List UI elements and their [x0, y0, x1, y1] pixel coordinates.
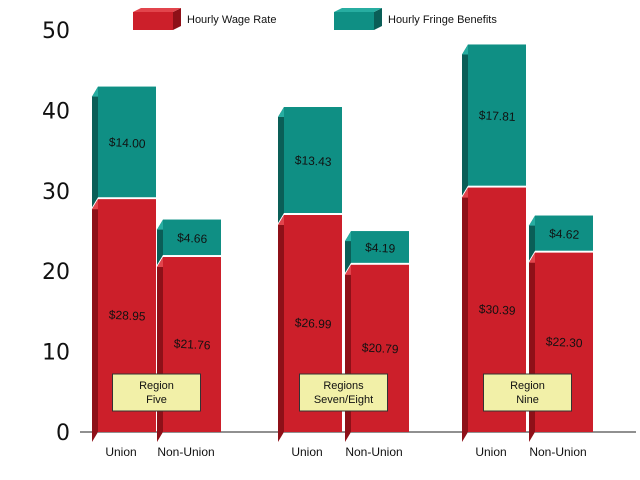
category-label: Non-Union: [157, 445, 214, 459]
y-axis: 0 10 20 30 40 50: [42, 19, 636, 446]
bar-fringe: [157, 219, 221, 266]
bar-wage-side: [92, 199, 98, 442]
region-label-box: [483, 373, 572, 412]
bar-fringe-front: [468, 44, 526, 186]
bar-fringe: [278, 107, 342, 224]
bar-fringe-side: [345, 231, 351, 273]
category-label: Union: [291, 445, 322, 459]
y-tick-label: 40: [42, 99, 70, 124]
bar-fringe-side: [462, 44, 468, 196]
data-label-wage: $26.99: [295, 316, 333, 332]
bar-fringe-front: [535, 215, 593, 251]
bar-wage-side: [529, 252, 535, 442]
legend-entry: Hourly Fringe Benefits: [334, 8, 497, 30]
bar-fringe: [345, 231, 409, 273]
data-label-wage: $22.30: [546, 334, 584, 350]
bar-fringe: [462, 44, 526, 196]
legend-swatch-depth: [173, 8, 181, 30]
legend-label: Hourly Fringe Benefits: [388, 14, 497, 26]
y-tick-label: 0: [56, 421, 70, 446]
region-label-line: Nine: [516, 394, 539, 406]
y-tick-label: 50: [42, 19, 70, 44]
category-labels: Union Non-Union Union Non-Union Union Non-Uni…: [105, 445, 586, 459]
legend-swatch-depth: [374, 8, 382, 30]
bar-wage-side: [278, 215, 284, 442]
legend: Hourly Wage Rate Hourly Fringe Benefits: [133, 8, 497, 30]
legend-swatch: [133, 12, 173, 30]
bar-fringe-front: [98, 86, 156, 198]
bar-fringe-front: [351, 231, 409, 263]
region-label-line: Region: [139, 380, 174, 392]
data-label-fringe: $17.81: [479, 108, 517, 124]
data-label-wage: $30.39: [479, 302, 517, 318]
category-label: Non-Union: [345, 445, 402, 459]
bar-fringe: [529, 215, 593, 261]
bar-fringe-side: [92, 86, 98, 208]
bar-fringe-front: [163, 219, 221, 256]
data-label-fringe: $13.43: [295, 153, 333, 169]
legend-label: Hourly Wage Rate: [187, 14, 276, 26]
data-label-fringe: $4.19: [365, 240, 396, 256]
legend-swatch-top: [133, 8, 181, 12]
region-label: Region Five: [112, 373, 201, 412]
bar-wage-side: [157, 257, 163, 442]
region-label-line: Five: [146, 394, 167, 406]
region-label: Regions Seven/Eight: [299, 373, 388, 412]
region-label: Region Nine: [483, 373, 572, 412]
region-label-line: Region: [510, 380, 545, 392]
data-label-fringe: $4.66: [177, 231, 208, 247]
data-label-fringe: $14.00: [109, 135, 147, 151]
bar-wage-side: [462, 187, 468, 442]
region-label-box: [112, 373, 201, 412]
y-tick-label: 10: [42, 341, 70, 366]
category-label: Non-Union: [529, 445, 586, 459]
category-label: Union: [105, 445, 136, 459]
data-label-wage: $21.76: [174, 337, 212, 353]
data-label-wage: $28.95: [109, 308, 147, 324]
legend-entry: Hourly Wage Rate: [133, 8, 276, 30]
region-labels: Region Five Regions Seven/Eight Region Nine: [112, 373, 572, 412]
y-tick-label: 30: [42, 180, 70, 205]
bar-fringe-side: [278, 107, 284, 224]
category-label: Union: [475, 445, 506, 459]
legend-swatch: [334, 12, 374, 30]
region-label-box: [299, 373, 388, 412]
bar-fringe-side: [529, 215, 535, 261]
y-tick-label: 20: [42, 260, 70, 285]
data-label-fringe: $4.62: [549, 226, 580, 242]
bar-fringe-side: [157, 219, 163, 266]
bar-fringe-front: [284, 107, 342, 214]
region-label-line: Regions: [323, 380, 364, 392]
data-label-wage: $20.79: [362, 340, 400, 356]
legend-swatch-top: [334, 8, 382, 12]
region-label-line: Seven/Eight: [314, 394, 373, 406]
bar-wage-side: [345, 264, 351, 442]
bar-fringe: [92, 86, 156, 208]
